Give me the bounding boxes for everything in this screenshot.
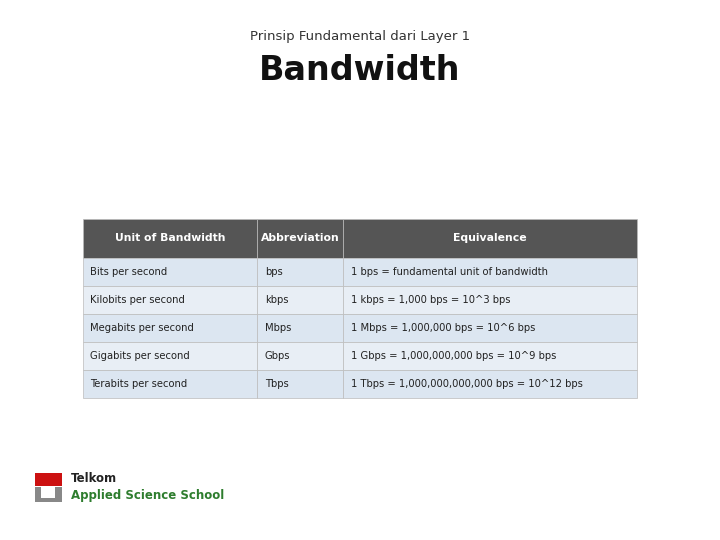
Bar	[35, 487, 62, 502]
Bar	[258, 342, 343, 370]
Text: Applied Science School: Applied Science School	[71, 489, 224, 502]
Bar	[258, 219, 343, 258]
Text: 1 bps = fundamental unit of bandwidth: 1 bps = fundamental unit of bandwidth	[351, 267, 548, 276]
Bar	[343, 370, 637, 398]
Bar	[83, 342, 258, 370]
Text: Unit of Bandwidth: Unit of Bandwidth	[115, 233, 225, 243]
Bar	[258, 314, 343, 342]
Text: Equivalence: Equivalence	[454, 233, 527, 243]
Bar	[83, 314, 258, 342]
Text: Tbps: Tbps	[265, 379, 289, 389]
Text: 1 Mbps = 1,000,000 bps = 10^6 bps: 1 Mbps = 1,000,000 bps = 10^6 bps	[351, 323, 535, 333]
Text: bps: bps	[265, 267, 282, 276]
Text: Gigabits per second: Gigabits per second	[90, 351, 190, 361]
Text: Terabits per second: Terabits per second	[90, 379, 187, 389]
Text: Gbps: Gbps	[265, 351, 290, 361]
Bar	[343, 258, 637, 286]
Text: Abbreviation: Abbreviation	[261, 233, 340, 243]
Text: Megabits per second: Megabits per second	[90, 323, 194, 333]
Text: 1 Gbps = 1,000,000,000 bps = 10^9 bps: 1 Gbps = 1,000,000,000 bps = 10^9 bps	[351, 351, 556, 361]
Text: 1 Tbps = 1,000,000,000,000 bps = 10^12 bps: 1 Tbps = 1,000,000,000,000 bps = 10^12 b…	[351, 379, 582, 389]
Bar	[343, 219, 637, 258]
Bar	[83, 219, 258, 258]
Text: 1 kbps = 1,000 bps = 10^3 bps: 1 kbps = 1,000 bps = 10^3 bps	[351, 295, 510, 305]
Bar	[258, 286, 343, 314]
Bar	[343, 342, 637, 370]
Bar	[41, 487, 55, 498]
Text: kbps: kbps	[265, 295, 288, 305]
Bar	[83, 286, 258, 314]
Text: Kilobits per second: Kilobits per second	[90, 295, 185, 305]
Bar	[258, 370, 343, 398]
Text: Bandwidth: Bandwidth	[259, 54, 461, 87]
Text: Prinsip Fundamental dari Layer 1: Prinsip Fundamental dari Layer 1	[250, 30, 470, 43]
Bar	[83, 258, 258, 286]
Bar	[343, 314, 637, 342]
Bar	[258, 258, 343, 286]
Bar	[83, 370, 258, 398]
Text: Telkom: Telkom	[71, 472, 117, 485]
Bar	[35, 472, 62, 486]
Text: Mbps: Mbps	[265, 323, 291, 333]
Text: Bits per second: Bits per second	[90, 267, 167, 276]
Bar	[343, 286, 637, 314]
